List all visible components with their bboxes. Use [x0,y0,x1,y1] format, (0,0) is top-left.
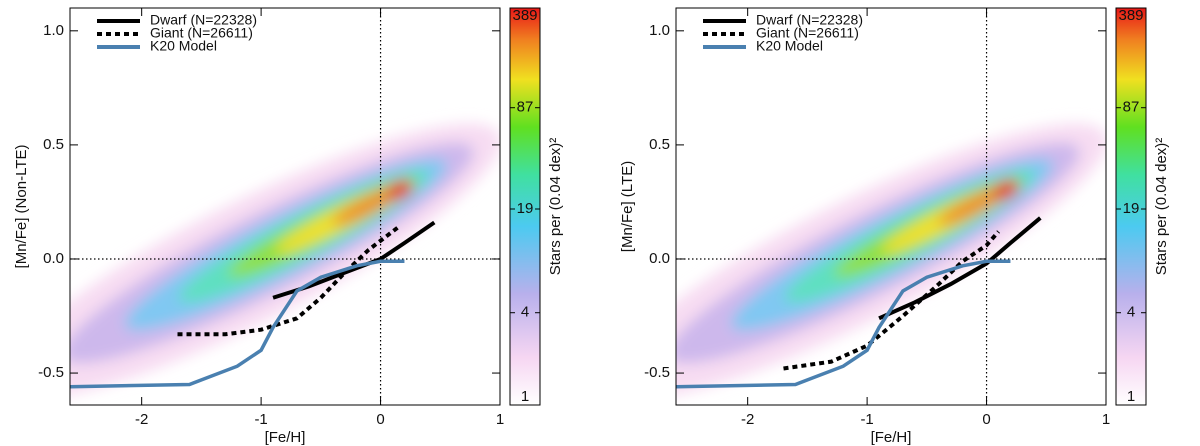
colorbar-tick-label: 4 [521,304,529,321]
y-tick-label: 0.0 [43,250,64,267]
colorbar-tick-label: 19 [1123,200,1140,217]
x-tick-label: -2 [741,411,754,428]
density-level [386,179,414,201]
colorbar [509,7,541,406]
x-axis-label: [Fe/H] [265,429,306,446]
density-map [70,123,500,400]
colorbar-label: Stars per (0.04 dex)² [547,138,564,276]
legend-label: Dwarf (N=22328) [756,12,863,28]
legend-label: Dwarf (N=22328) [150,12,257,28]
y-tick-label: 1.0 [649,22,670,39]
density-map [676,123,1106,400]
y-tick-label: 0.5 [43,136,64,153]
y-tick-label: 0.0 [649,250,670,267]
colorbar-tick-label: 1 [521,388,529,405]
legend-label: K20 Model [150,38,217,54]
x-axis-label: [Fe/H] [871,429,912,446]
y-axis-label: [Mn/Fe] (Non-LTE) [13,145,30,269]
colorbar-tick-label: 389 [512,7,537,24]
x-tick-label: -1 [254,411,267,428]
x-tick-label: 0 [376,411,384,428]
legend-label: K20 Model [756,38,823,54]
plot-frame [675,7,1107,406]
x-tick-label: 1 [1102,411,1110,428]
colorbar [1115,7,1147,406]
colorbar-tick-label: 4 [1127,304,1135,321]
series-line [878,216,1042,321]
y-axis-label: [Mn/Fe] (LTE) [619,161,636,252]
colorbar-tick-label: 19 [517,200,534,217]
plot-frame [69,7,501,406]
colorbar-tick-label: 1 [1127,388,1135,405]
y-tick-label: -0.5 [38,364,64,381]
colorbar-tick-label: 87 [1123,99,1140,116]
legend-label: Giant (N=26611) [150,25,253,41]
colorbar-tick-label: 389 [1118,7,1143,24]
colorbar-label: Stars per (0.04 dex)² [1153,138,1170,276]
legend-label: Giant (N=26611) [756,25,859,41]
series-line [70,259,405,389]
x-tick-label: 0 [982,411,990,428]
y-tick-label: -0.5 [644,364,670,381]
series-line [676,259,1011,389]
colorbar-tick-label: 87 [517,99,534,116]
y-tick-label: 1.0 [43,22,64,39]
panel: Dwarf (N=22328)Giant (N=26611)K20 Model -… [13,7,564,446]
x-tick-label: -2 [135,411,148,428]
x-tick-label: -1 [860,411,873,428]
panel: Dwarf (N=22328)Giant (N=26611)K20 Model -… [619,7,1170,446]
series-line [783,230,1001,371]
series-line [177,225,400,337]
x-tick-label: 1 [496,411,504,428]
y-tick-label: 0.5 [649,136,670,153]
density-level [992,179,1020,201]
